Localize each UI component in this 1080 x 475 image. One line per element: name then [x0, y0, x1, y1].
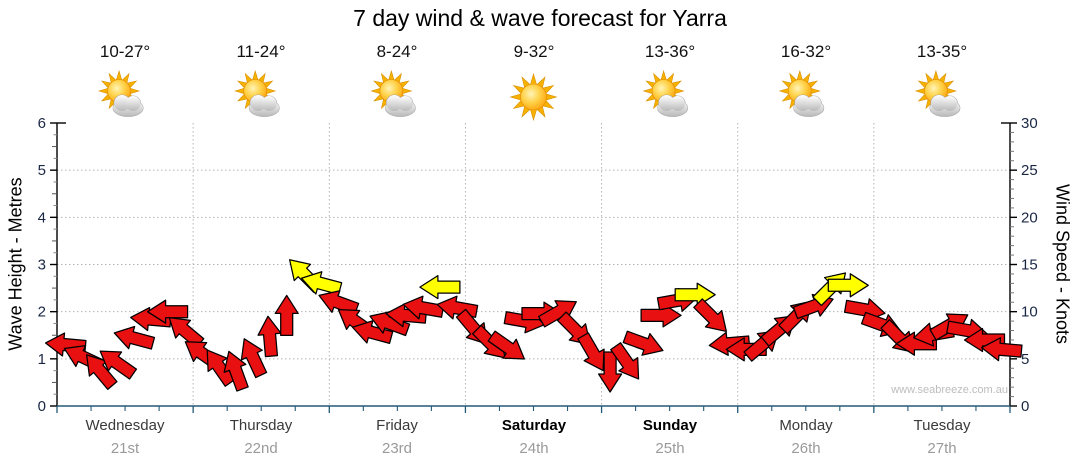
wind-arrow [168, 317, 205, 349]
wave-axis-tick-label: 3 [38, 257, 46, 274]
day-date-label: 24th [519, 440, 549, 457]
wave-axis-tick-label: 0 [38, 398, 46, 415]
day-date-label: 25th [655, 440, 685, 457]
wind-axis-tick-label: 30 [1021, 115, 1038, 132]
page-title: 7 day wind & wave forecast for Yarra [353, 5, 727, 31]
day-temp-range: 16-32° [780, 42, 832, 61]
sun-cloud-icon [234, 69, 280, 117]
wind-arrow [487, 330, 526, 360]
wind-arrow [274, 294, 299, 337]
day-date-label: 27th [927, 440, 957, 457]
wind-arrow [674, 282, 716, 307]
wave-axis-tick-label: 5 [38, 162, 46, 179]
wind-arrow [538, 300, 577, 328]
day-name-label: Tuesday [913, 417, 971, 434]
wind-arrow [577, 332, 605, 372]
day-name-label: Wednesday [85, 417, 165, 434]
day-temp-range: 11-24° [236, 42, 286, 61]
day-date-label: 23rd [381, 440, 413, 457]
wind-arrow [318, 290, 360, 316]
wind-axis-tick-label: 10 [1021, 304, 1038, 321]
day-temp-range: 13-35° [916, 42, 968, 61]
sun-cloud-icon [642, 69, 689, 117]
wind-arrow [99, 350, 138, 380]
day-name-label: Friday [376, 417, 418, 434]
day-temp-range: 8-24° [376, 42, 418, 61]
wind-arrow [240, 338, 268, 379]
sun-cloud-icon [778, 69, 825, 117]
wind-arrow [223, 350, 249, 392]
wind-axis-tick-label: 5 [1021, 351, 1029, 368]
day-temp-range: 13-36° [644, 42, 696, 61]
sun-cloud-icon [914, 69, 961, 117]
wind-arrow [827, 273, 869, 298]
day-temp-range: 9-32° [513, 42, 555, 61]
day-name-label: Thursday [229, 417, 293, 434]
wave-axis-tick-label: 2 [38, 304, 46, 321]
wind-axis-tick-label: 0 [1021, 398, 1029, 415]
wave-axis-tick-label: 6 [38, 115, 46, 132]
wind-arrow [369, 310, 411, 337]
wind-arrow [980, 337, 1023, 362]
wind-arrow [351, 320, 394, 344]
wind-arrow [419, 274, 461, 300]
wind-arrow [113, 325, 156, 350]
day-date-label: 21st [110, 440, 140, 457]
sun-icon [509, 72, 558, 122]
sun-cloud-icon [370, 69, 416, 117]
wind-arrow [693, 298, 727, 333]
wind-arrow [622, 330, 664, 356]
wave-axis-tick-label: 4 [38, 209, 46, 226]
watermark: www.seabreeze.com.au [891, 384, 1008, 396]
wave-axis-tick-label: 1 [38, 351, 46, 368]
wind-arrow [300, 271, 343, 295]
wind-arrow [257, 315, 282, 358]
day-name-label: Monday [779, 417, 833, 434]
wind-axis-tick-label: 25 [1021, 162, 1038, 179]
sun-cloud-icon [98, 69, 144, 117]
day-name-label: Saturday [501, 417, 567, 434]
wind-axis-tick-label: 20 [1021, 209, 1038, 226]
day-name-label: Sunday [642, 417, 698, 434]
day-date-label: 22nd [244, 440, 278, 457]
day-date-label: 26th [791, 440, 821, 457]
wind-arrow [597, 351, 623, 393]
wind-axis-tick-label: 15 [1021, 257, 1038, 274]
wind-arrow [146, 299, 189, 324]
wind-arrow [86, 354, 118, 391]
wind-arrow [610, 342, 640, 380]
day-temp-range: 10-27° [99, 42, 151, 61]
